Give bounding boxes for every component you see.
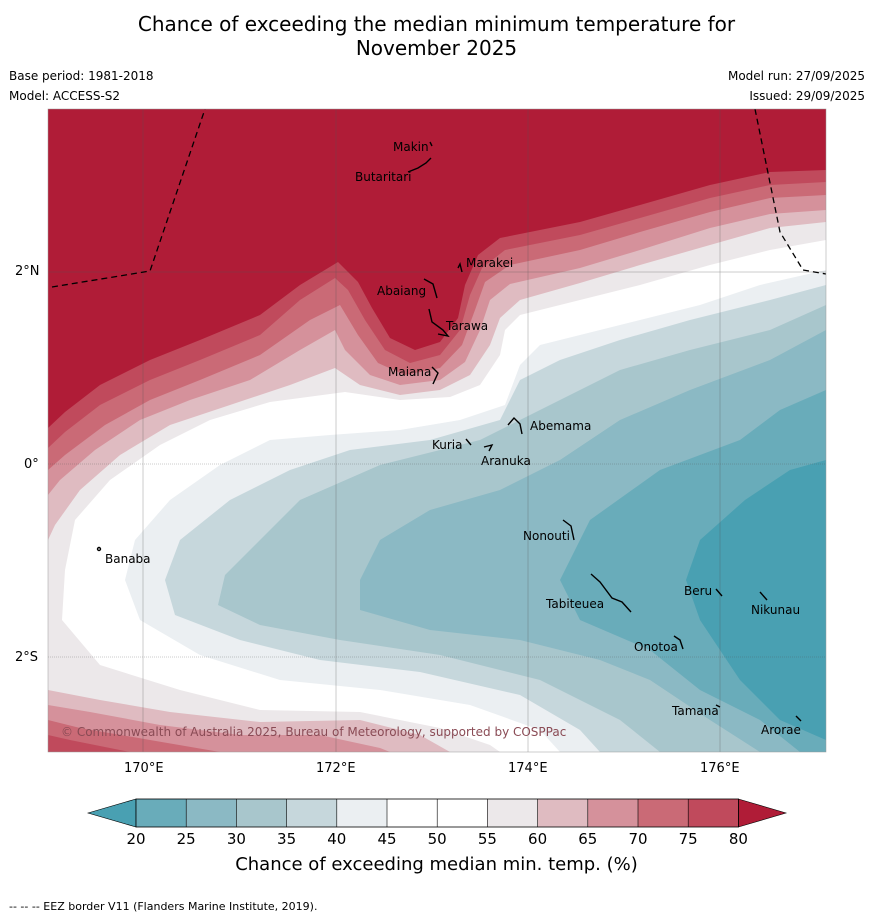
label-maiana: Maiana (388, 365, 431, 379)
nonouti-shape (562, 519, 575, 541)
colorbar-swatch-65-70 (587, 799, 638, 827)
model-name: Model: ACCESS-S2 (9, 89, 121, 103)
meta-left: Base period: 1981-2018 Model: ACCESS-S2 (9, 68, 154, 104)
colorbar-swatch-50-55 (437, 799, 488, 827)
colorbar-swatch-70-75 (638, 799, 689, 827)
map-frame (47, 108, 827, 753)
colorbar-dividers (185, 799, 689, 827)
tarawa-shape (428, 308, 450, 338)
colorbar-swatch-60-65 (537, 799, 588, 827)
graticule (48, 109, 826, 752)
label-tarawa: Tarawa (445, 319, 488, 333)
probability-map: Makin Butaritari Marakei Abaiang Tarawa … (48, 109, 826, 752)
lon-label-170e: 170°E (124, 761, 164, 776)
label-makin: Makin (393, 140, 429, 154)
label-arorae: Arorae (761, 723, 801, 737)
meta-right: Model run: 27/09/2025 Issued: 29/09/2025 (728, 68, 865, 104)
island-outlines (96, 141, 802, 722)
aranuka-shape (483, 443, 494, 452)
colorbar-tick-75: 75 (678, 830, 698, 848)
colorbar-swatch-40-45 (336, 799, 387, 827)
colorbar-swatch-45-50 (387, 799, 438, 827)
label-tabiteuea: Tabiteuea (545, 597, 604, 611)
label-aranuka: Aranuka (481, 454, 531, 468)
nikunau-shape (759, 591, 768, 601)
colorbar-swatch-55-60 (487, 799, 538, 827)
colorbar-swatch-75-80 (688, 799, 739, 827)
label-onotoa: Onotoa (634, 640, 678, 654)
tamana-shape (715, 704, 721, 708)
colorbar-tick-50: 50 (427, 830, 447, 848)
abaiang-shape (423, 278, 438, 299)
eez-border-east (754, 109, 826, 275)
colorbar-tick-30: 30 (226, 830, 246, 848)
lon-label-174e: 174°E (508, 761, 548, 776)
butaritari-shape (407, 157, 432, 173)
colorbar-swatch-35-40 (286, 799, 337, 827)
colorbar-swatch-20-25 (136, 799, 187, 827)
eez-borders (51, 109, 826, 288)
colorbar-tick-40: 40 (327, 830, 347, 848)
lon-label-176e: 176°E (700, 761, 740, 776)
lat-label-2s: 2°S (15, 650, 39, 665)
colorbar-tick-65: 65 (578, 830, 598, 848)
island-labels: Makin Butaritari Marakei Abaiang Tarawa … (105, 140, 801, 737)
colorbar-tick-25: 25 (176, 830, 196, 848)
marakei-shape (457, 261, 463, 273)
eez-footnote: -- -- -- EEZ border V11 (Flanders Marine… (9, 900, 318, 913)
label-beru: Beru (684, 584, 712, 598)
label-abemama: Abemama (530, 419, 591, 433)
eez-border-west (51, 109, 206, 288)
colorbar-tick-20: 20 (126, 830, 146, 848)
arorae-shape (795, 715, 802, 722)
title-line-2: November 2025 (355, 36, 518, 60)
colorbar-tick-45: 45 (377, 830, 397, 848)
colorbar-tick-55: 55 (477, 830, 497, 848)
label-butaritari: Butaritari (355, 170, 412, 184)
abemama-shape (507, 416, 523, 435)
colorbar-extend-high (738, 798, 788, 828)
label-tamana: Tamana (671, 704, 719, 718)
maiana-shape (431, 366, 439, 385)
label-marakei: Marakei (466, 256, 513, 270)
tabiteuea-shape (590, 573, 632, 613)
label-nikunau: Nikunau (751, 603, 800, 617)
issued-date: Issued: 29/09/2025 (749, 89, 865, 103)
colorbar-swatch-30-35 (236, 799, 287, 827)
label-nonouti: Nonouti (523, 529, 570, 543)
band-above-80 (48, 109, 826, 428)
colorbar-title: Chance of exceeding median min. temp. (%… (235, 854, 638, 875)
banaba-shape (96, 546, 102, 552)
base-period: Base period: 1981-2018 (9, 69, 154, 83)
lat-label-2n: 2°N (15, 264, 40, 279)
label-kuria: Kuria (432, 438, 463, 452)
colorbar-tick-35: 35 (277, 830, 297, 848)
model-run: Model run: 27/09/2025 (727, 69, 865, 83)
label-banaba: Banaba (105, 552, 151, 566)
lat-label-equator: 0° (24, 457, 39, 472)
colorbar-tick-80: 80 (728, 830, 748, 848)
onotoa-shape (673, 635, 684, 650)
lon-label-172e: 172°E (316, 761, 356, 776)
kuria-shape (465, 438, 472, 446)
makin-shape (429, 141, 433, 147)
beru-shape (715, 588, 723, 597)
copyright-notice: © Commonwealth of Australia 2025, Bureau… (61, 725, 566, 739)
map-title: Chance of exceeding the median minimum t… (0, 12, 873, 60)
colorbar-extend-low (86, 798, 137, 828)
colorbar-tick-60: 60 (528, 830, 548, 848)
colorbar-swatch-25-30 (186, 799, 237, 827)
colorbar-tick-70: 70 (628, 830, 648, 848)
colorbar (86, 798, 788, 828)
title-line-1: Chance of exceeding the median minimum t… (137, 12, 736, 36)
label-abaiang: Abaiang (377, 284, 426, 298)
